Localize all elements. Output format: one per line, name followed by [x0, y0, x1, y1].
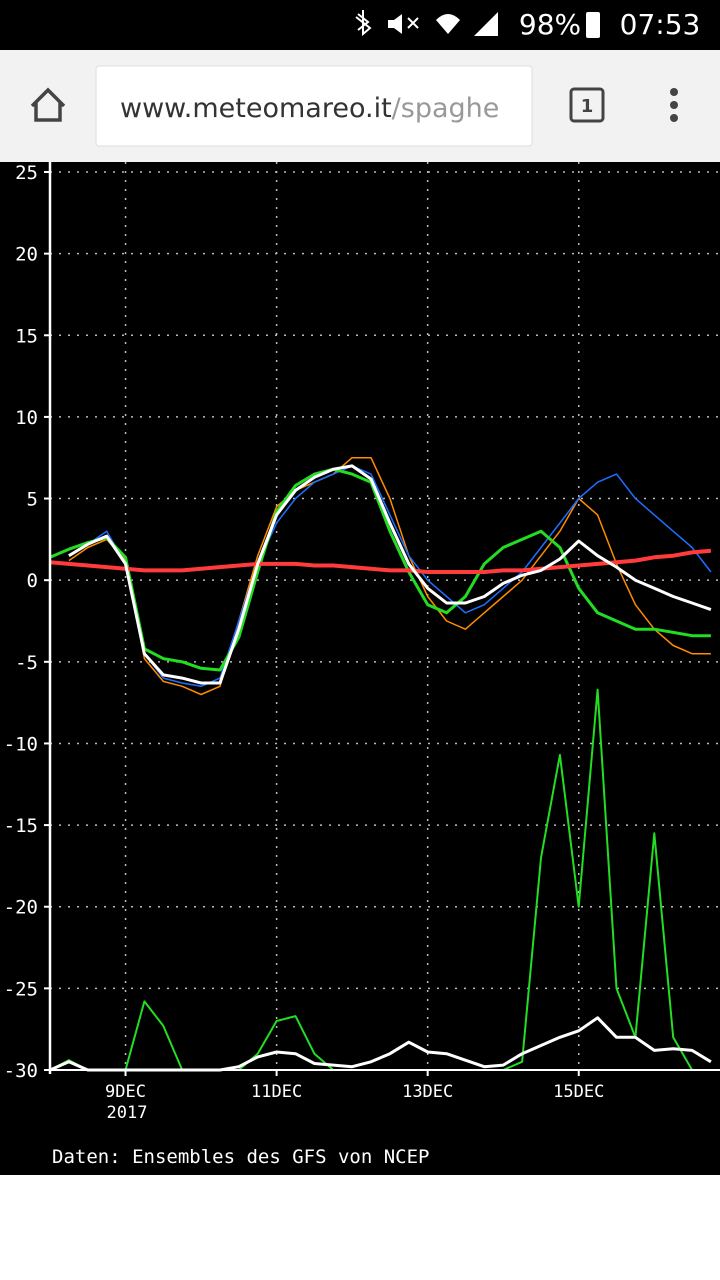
y-tick-label: 15 [15, 325, 38, 347]
series-line [68, 465, 712, 688]
status-bar [0, 0, 720, 50]
y-tick-label: 0 [27, 570, 38, 592]
y-tick-label: 20 [15, 244, 38, 266]
x-tick-label: 13DEC [402, 1082, 453, 1102]
url-domain: www.meteomareo.it [120, 93, 392, 124]
battery-level: 98% [519, 8, 581, 41]
y-tick-label: -30 [4, 1060, 38, 1082]
series-line [50, 467, 711, 672]
clock: 07:53 [620, 8, 701, 41]
y-tick-label: 10 [15, 407, 38, 429]
plot-area [50, 456, 712, 1072]
y-tick-label: -5 [15, 652, 38, 674]
y-tick-label: 25 [15, 162, 38, 184]
y-tick-label: -20 [4, 897, 38, 919]
source-note: Daten: Ensembles des GFS von NCEP [52, 1146, 430, 1168]
url-text[interactable]: www.meteomareo.it/spaghe [120, 93, 499, 124]
series-line [68, 456, 711, 696]
status-icons [355, 10, 600, 38]
y-tick-label: -15 [4, 815, 38, 837]
x-tick-label: 9DEC [105, 1082, 146, 1102]
x-tick-label: 15DEC [553, 1082, 604, 1102]
chart-background [0, 162, 720, 1175]
home-button[interactable] [30, 87, 66, 122]
series-line [68, 464, 712, 685]
year-label: 2017 [107, 1103, 148, 1123]
series-line [50, 548, 712, 574]
url-field[interactable] [95, 65, 533, 147]
tab-switcher[interactable] [569, 87, 605, 123]
x-tick-label: 11DEC [251, 1082, 302, 1102]
axes: 25 20 15 10 5 0 -5 -10 -15 -20 -25 -30 9DEC 11DEC 13DE… [4, 162, 720, 1102]
menu-button[interactable] [670, 88, 678, 122]
y-tick-label: -25 [4, 978, 38, 1000]
url-path: /spaghe [392, 93, 500, 124]
tab-count: 1 [581, 96, 594, 117]
y-tick-label: 5 [27, 489, 38, 511]
y-tick-label: -10 [4, 733, 38, 755]
